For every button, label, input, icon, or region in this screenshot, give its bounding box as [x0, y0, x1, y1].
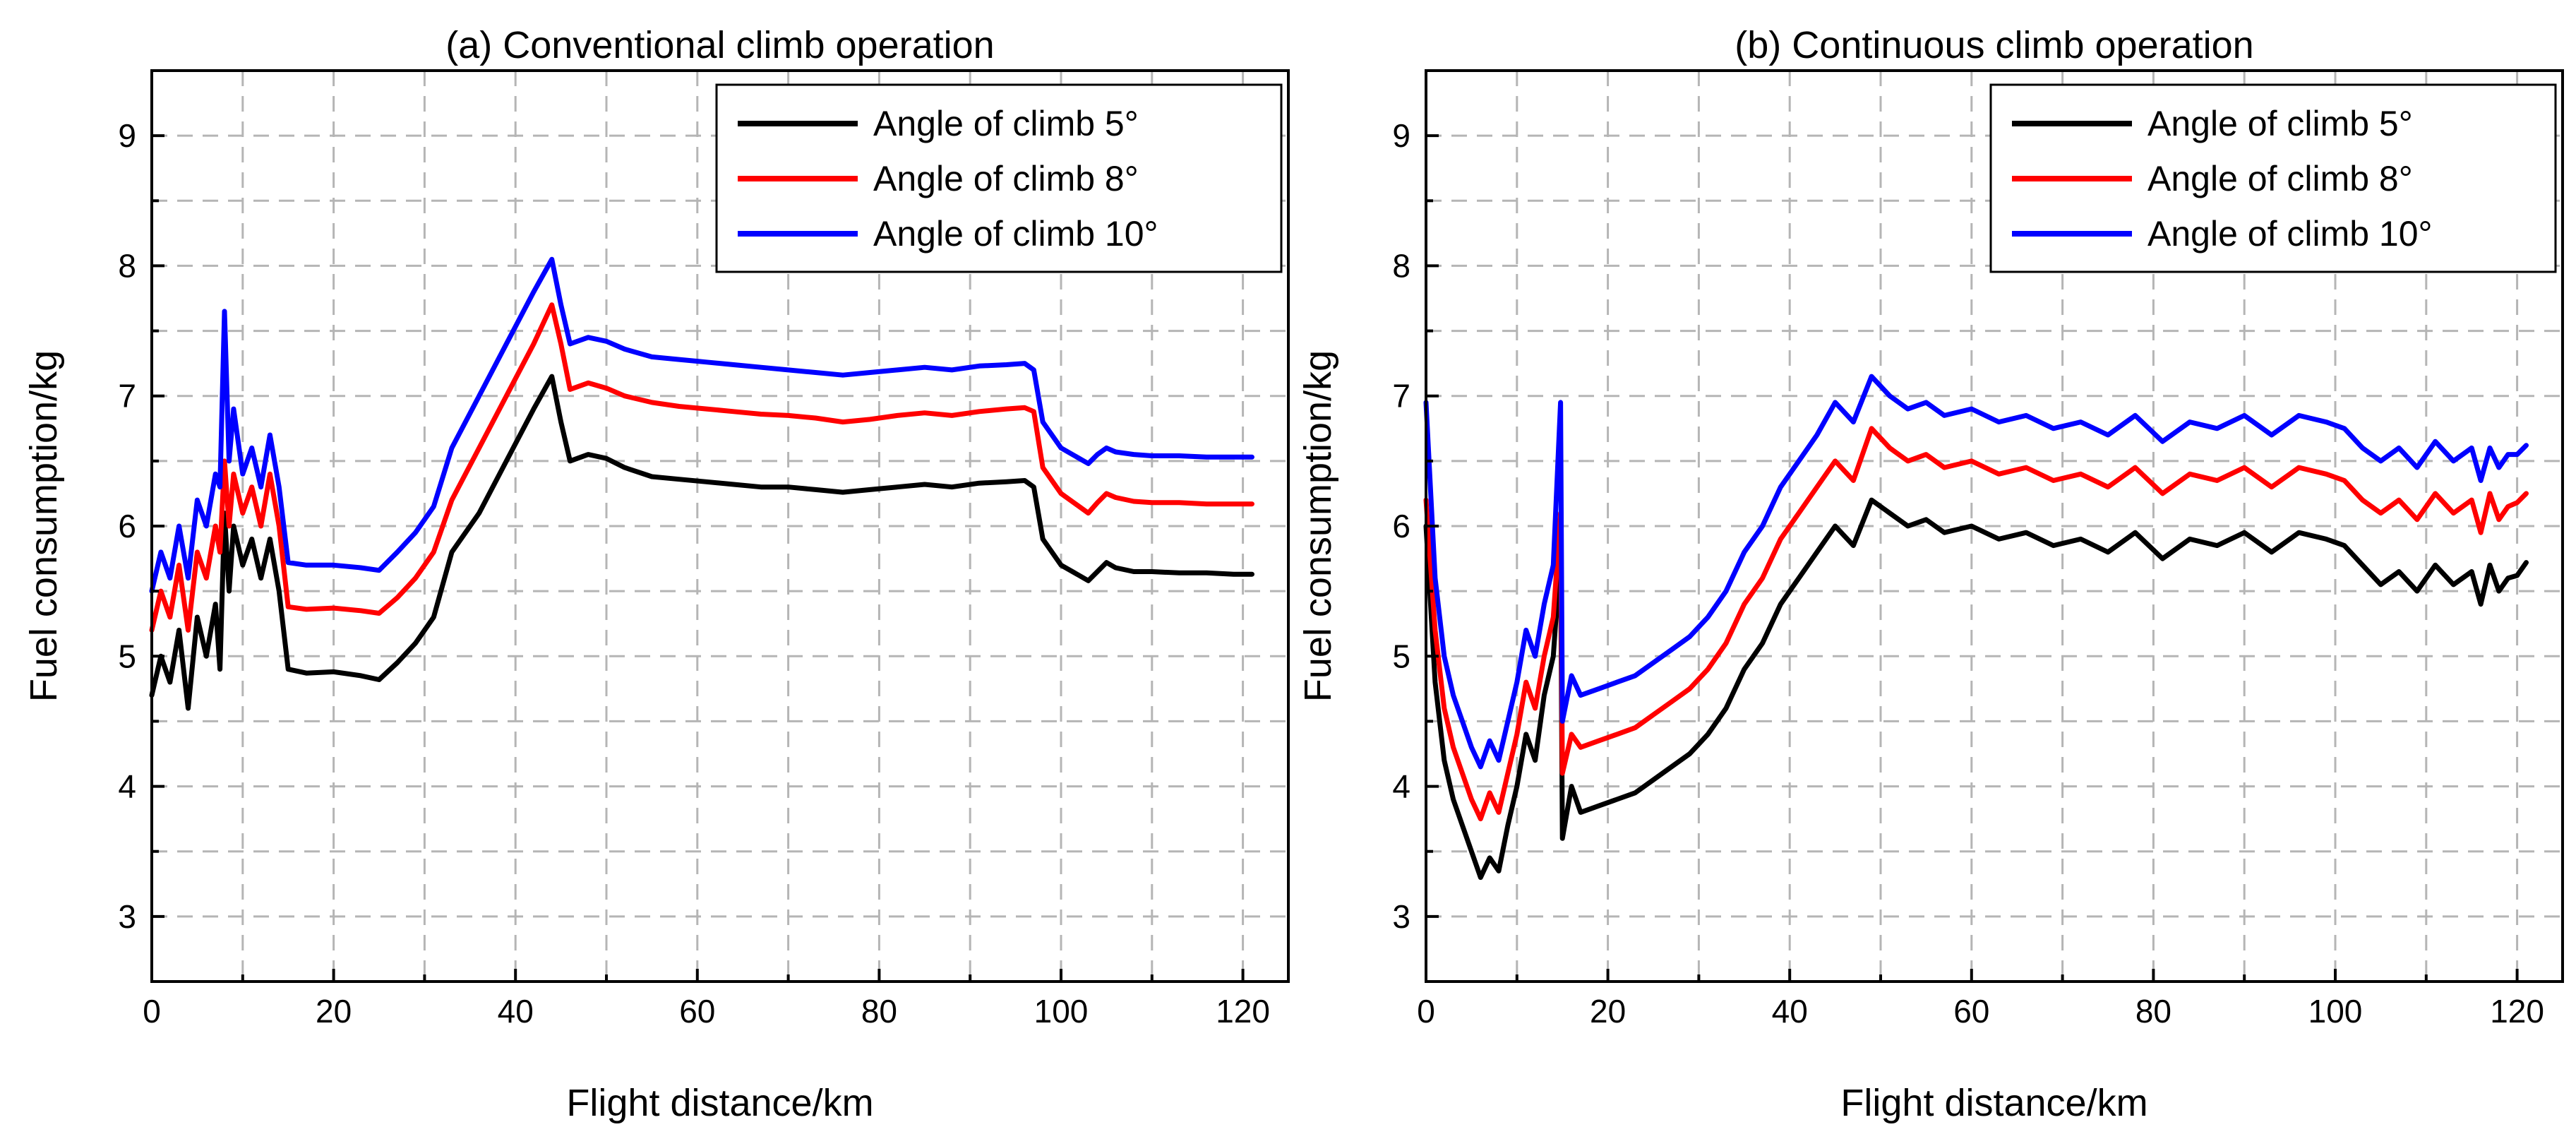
y-tick-label: 9	[1392, 117, 1410, 154]
x-axis: 0 20 40 60 80 100 120	[1417, 969, 2544, 1030]
legend: Angle of climb 5° Angle of climb 8° Angle …	[1989, 83, 2557, 273]
x-tick-label: 80	[2135, 993, 2171, 1030]
x-axis: 0 20 40 60 80 100 120	[143, 969, 1270, 1030]
y-tick-label: 5	[118, 638, 136, 674]
series-line-1	[1423, 497, 2529, 881]
y-axis: 3 4 5 6 7 8 9	[118, 117, 164, 935]
chart-continuous-climb: 0 20 40 60 80 100 120 3 4 5 6 7 8 9 (b) Continuous cli…	[1297, 24, 2564, 1124]
x-tick-label: 120	[1216, 993, 1270, 1030]
y-tick-label: 7	[118, 378, 136, 415]
y-tick-label: 5	[1392, 638, 1410, 674]
x-tick-label: 100	[1034, 993, 1089, 1030]
series-group	[1423, 374, 2529, 881]
legend-label-1: Angle of climb 5°	[873, 104, 1139, 143]
legend-label-3: Angle of climb 10°	[873, 214, 1158, 254]
x-tick-label: 40	[1772, 993, 1808, 1030]
x-axis-label: Flight distance/km	[1840, 1082, 2147, 1124]
y-axis-label: Fuel consumption/kg	[23, 350, 65, 702]
y-tick-label: 8	[118, 247, 136, 284]
legend-label-2: Angle of climb 8°	[873, 159, 1139, 198]
legend-label-3: Angle of climb 10°	[2147, 214, 2433, 254]
x-tick-label: 60	[1953, 993, 1989, 1030]
y-axis: 3 4 5 6 7 8 9	[1392, 117, 1439, 935]
y-tick-label: 3	[118, 898, 136, 935]
y-tick-label: 9	[118, 117, 136, 154]
y-tick-label: 8	[1392, 247, 1410, 284]
x-tick-label: 80	[861, 993, 897, 1030]
chart-conventional-climb: 0 20 40 60 80 100 120 3 4 5 6 7 8 9 (a) Conventional c…	[23, 24, 1290, 1124]
y-tick-label: 4	[1392, 768, 1410, 805]
y-tick-label: 6	[118, 508, 136, 544]
series-line-3	[1423, 374, 2529, 770]
legend-label-1: Angle of climb 5°	[2147, 104, 2413, 143]
x-tick-label: 20	[1590, 993, 1626, 1030]
y-tick-label: 7	[1392, 378, 1410, 415]
x-tick-label: 20	[316, 993, 352, 1030]
legend: Angle of climb 5° Angle of climb 8° Angle …	[715, 83, 1283, 273]
x-tick-label: 120	[2490, 993, 2544, 1030]
y-tick-label: 3	[1392, 898, 1410, 935]
chart-title: (a) Conventional climb operation	[445, 24, 994, 66]
series-line-2	[1423, 426, 2529, 822]
x-tick-label: 40	[498, 993, 534, 1030]
y-axis-label: Fuel consumption/kg	[1297, 350, 1339, 702]
series-line-1	[149, 374, 1254, 711]
x-tick-label: 0	[1417, 993, 1435, 1030]
series-line-3	[149, 256, 1254, 594]
x-tick-label: 0	[143, 993, 161, 1030]
series-line-2	[149, 302, 1254, 633]
x-axis-label: Flight distance/km	[566, 1082, 873, 1124]
x-tick-label: 60	[679, 993, 715, 1030]
legend-label-2: Angle of climb 8°	[2147, 159, 2413, 198]
chart-title: (b) Continuous climb operation	[1735, 24, 2253, 66]
y-tick-label: 4	[118, 768, 136, 805]
y-tick-label: 6	[1392, 508, 1410, 544]
x-tick-label: 100	[2308, 993, 2363, 1030]
series-group	[149, 256, 1254, 711]
